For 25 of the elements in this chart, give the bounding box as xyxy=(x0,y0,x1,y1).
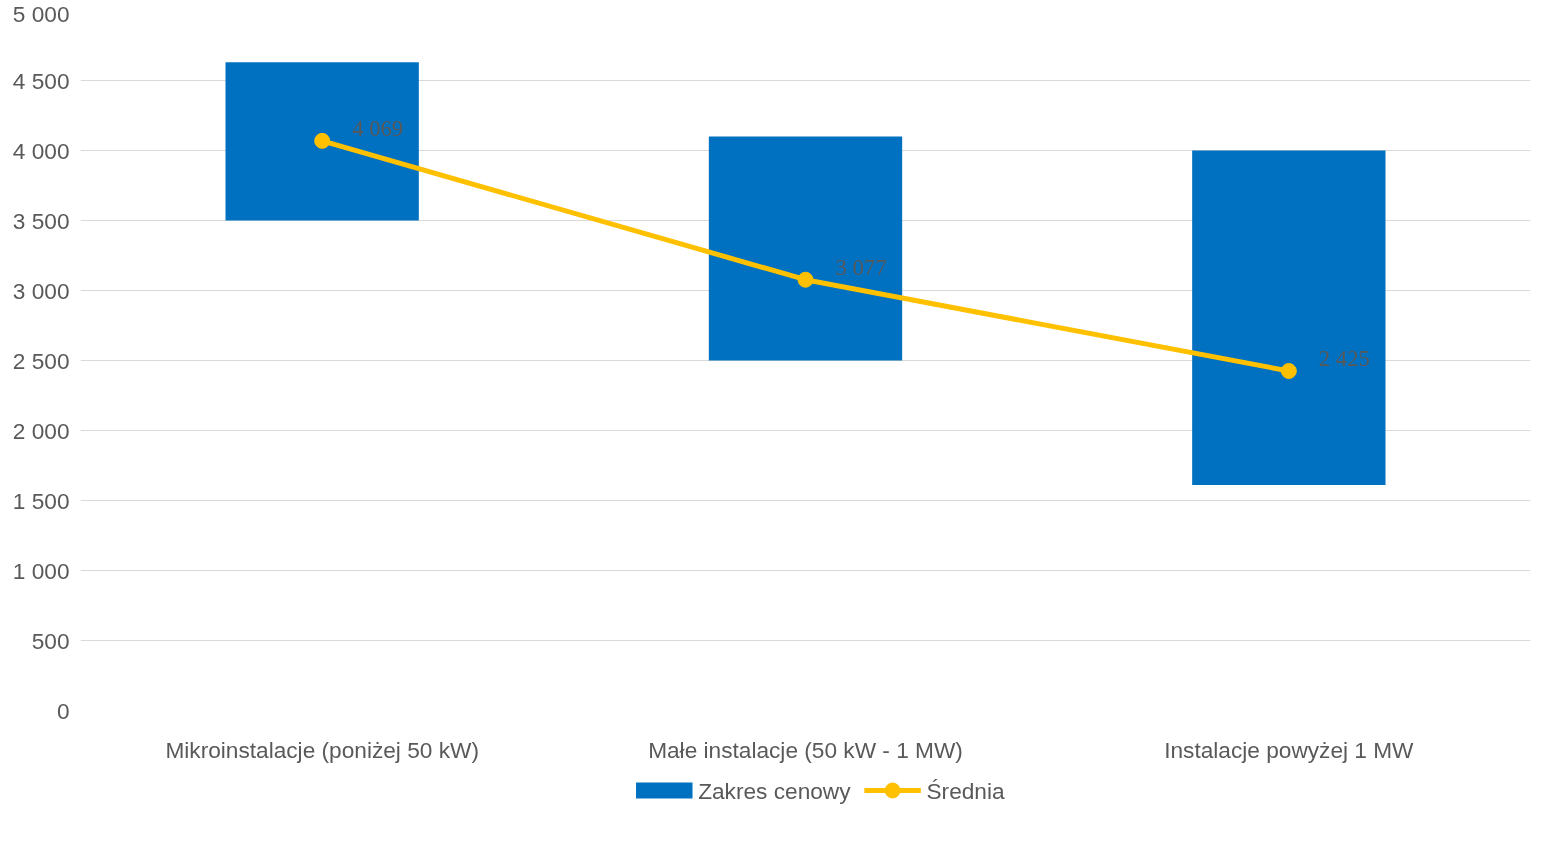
y-tick-label: 2 000 xyxy=(12,417,70,444)
data-label: 3 077 xyxy=(835,254,887,280)
y-tick-label: 3 500 xyxy=(12,207,70,234)
y-tick-label: 5 000 xyxy=(12,0,70,27)
point xyxy=(314,132,331,149)
bar xyxy=(708,136,903,361)
y-tick-label: 4 500 xyxy=(12,67,70,94)
bar xyxy=(1192,150,1386,486)
y-tick-label: 4 000 xyxy=(12,137,70,164)
y-tick-label: 1 500 xyxy=(12,487,70,514)
legend-label: Średnia xyxy=(926,777,1005,804)
point xyxy=(1280,363,1297,379)
y-tick-label: 3 000 xyxy=(12,277,70,304)
data-label: 2 425 xyxy=(1318,346,1370,371)
legend-label: Zakres cenowy xyxy=(698,777,852,804)
x-tick-label: Małe instalacje (50 kW - 1 MW) xyxy=(648,736,963,763)
y-tick-label: 2 500 xyxy=(12,347,70,374)
x-tick-label: Mikroinstalacje (poniżej 50 kW) xyxy=(165,736,479,763)
bar xyxy=(225,62,419,221)
y-tick-label: 0 xyxy=(56,697,70,724)
point xyxy=(797,271,814,288)
y-tick-label: 1 000 xyxy=(12,557,70,584)
x-tick-label: Instalacje powyżej 1 MW xyxy=(1164,736,1415,763)
data-label: 4 069 xyxy=(352,115,404,141)
y-tick-label: 500 xyxy=(31,627,70,654)
